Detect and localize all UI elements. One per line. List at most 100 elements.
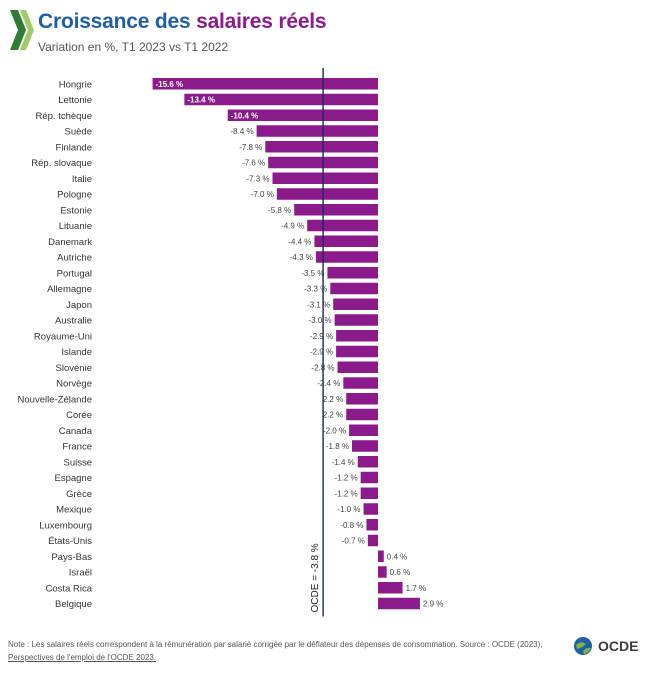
- data-label: 2.2 %: [323, 395, 343, 404]
- data-label: -8.4 %: [230, 127, 253, 136]
- bar: [307, 219, 378, 232]
- bar: [184, 93, 378, 106]
- category-label: Portugal: [57, 268, 92, 279]
- category-label: Lituanie: [59, 221, 92, 232]
- data-label: -7.3 %: [246, 174, 269, 183]
- data-label: -4.4 %: [288, 237, 311, 246]
- bar: [294, 204, 378, 216]
- bar: [363, 503, 378, 515]
- bar: [337, 361, 378, 373]
- footer-source-link[interactable]: Perspectives de l'emploi de l'OCDE 2023.: [8, 653, 157, 662]
- data-label: 2.2 %: [323, 411, 343, 420]
- category-label: Danemark: [48, 237, 92, 248]
- data-label: -4.3 %: [290, 253, 313, 262]
- data-label: -1.2 %: [335, 474, 358, 483]
- category-label: Autriche: [57, 253, 92, 264]
- bar: [378, 550, 384, 562]
- category-label: Pays-Bas: [51, 552, 92, 563]
- oecd-logo: OCDE: [573, 636, 638, 656]
- bar: [333, 298, 378, 310]
- category-label: Suisse: [63, 457, 92, 468]
- data-label: -3.1 %: [307, 300, 330, 309]
- data-label: -3.3 %: [304, 285, 327, 294]
- chart-title-part1: Croissance des: [38, 10, 191, 33]
- data-label: -7.6 %: [242, 159, 265, 168]
- category-label: Italie: [72, 174, 92, 185]
- category-label: Rép. slovaque: [31, 158, 92, 169]
- bar: [349, 424, 378, 436]
- category-label: Hongrie: [59, 79, 92, 90]
- data-label: 2.9 %: [423, 600, 443, 609]
- bar: [227, 109, 378, 121]
- chart-title-part2: salaires réels: [196, 10, 327, 33]
- category-label: Belgique: [55, 599, 92, 610]
- data-label: -2.0 %: [323, 426, 346, 435]
- oecd-globe-icon: [574, 637, 592, 655]
- category-label: Corée: [66, 410, 92, 421]
- data-label: -1.2 %: [335, 489, 358, 498]
- bar: [327, 267, 378, 279]
- bar: [378, 566, 387, 578]
- category-label: Nouvelle-Zélande: [18, 394, 92, 405]
- category-label: Slovénie: [56, 363, 92, 374]
- data-label: -5.8 %: [268, 206, 291, 215]
- bar: [346, 408, 378, 421]
- data-label: -2.9 %: [310, 332, 333, 341]
- category-label: Australie: [55, 316, 92, 327]
- category-label: Mexique: [56, 505, 92, 516]
- bar-chart: Hongrie -15.6 % Lettonie -13.4 % Rép. tchèqu…: [18, 68, 443, 617]
- oecd-logo-text: OCDE: [598, 638, 639, 654]
- chevron-logo-icon: [10, 10, 34, 50]
- category-label: Norvège: [56, 379, 92, 390]
- bar: [152, 78, 378, 90]
- bar: [315, 251, 378, 263]
- category-label: Pologne: [57, 190, 92, 201]
- category-label: Allemagne: [47, 284, 92, 295]
- bar: [360, 487, 378, 499]
- data-label: -4.9 %: [281, 222, 304, 231]
- category-label: Islande: [61, 347, 92, 358]
- data-label: -13.4 %: [187, 96, 215, 105]
- bar: [351, 440, 378, 452]
- category-label: Finlande: [56, 142, 92, 153]
- bar: [256, 125, 378, 137]
- data-label: -1.8 %: [326, 442, 349, 451]
- category-label: Luxembourg: [39, 520, 92, 531]
- chart-title: Croissance des salaires réels: [38, 10, 327, 34]
- data-label: -0.7 %: [342, 537, 365, 546]
- data-label: -10.4 %: [231, 111, 259, 120]
- category-label: Lettonie: [58, 95, 92, 106]
- category-label: Japon: [66, 300, 92, 311]
- category-label: Espagne: [54, 473, 92, 484]
- data-label: -1.0 %: [337, 505, 360, 514]
- category-label: France: [62, 442, 92, 453]
- bar: [336, 345, 378, 358]
- bar: [366, 519, 378, 531]
- bar: [378, 582, 403, 594]
- bar: [314, 235, 378, 247]
- bar: [357, 456, 378, 468]
- data-label: -7.8 %: [239, 143, 262, 152]
- data-label: -2.9 %: [310, 348, 333, 357]
- category-label: Canada: [59, 426, 93, 437]
- footer-note-text: Note : Les salaires réels correspondent …: [8, 640, 543, 649]
- bar: [334, 314, 378, 326]
- category-label: Costa Rica: [46, 583, 93, 594]
- oecd-average-label: OCDE = -3.8 %: [310, 543, 321, 612]
- category-label: Suède: [65, 127, 92, 138]
- bar: [367, 534, 378, 547]
- category-label: États-Unis: [48, 536, 92, 547]
- category-label: Rép. tchèque: [35, 111, 92, 122]
- bar: [336, 330, 378, 342]
- footer-note: Note : Les salaires réels correspondent …: [8, 638, 568, 664]
- data-label: 0.4 %: [387, 552, 407, 561]
- category-label: Estonie: [60, 205, 92, 216]
- bar: [272, 172, 378, 184]
- category-label: Grèce: [66, 489, 92, 500]
- bar: [343, 377, 378, 389]
- bar: [346, 393, 378, 405]
- data-label: -3.0 %: [309, 316, 332, 325]
- data-label: 0.6 %: [390, 568, 410, 577]
- bar: [265, 141, 378, 153]
- data-label: -1.4 %: [332, 458, 355, 467]
